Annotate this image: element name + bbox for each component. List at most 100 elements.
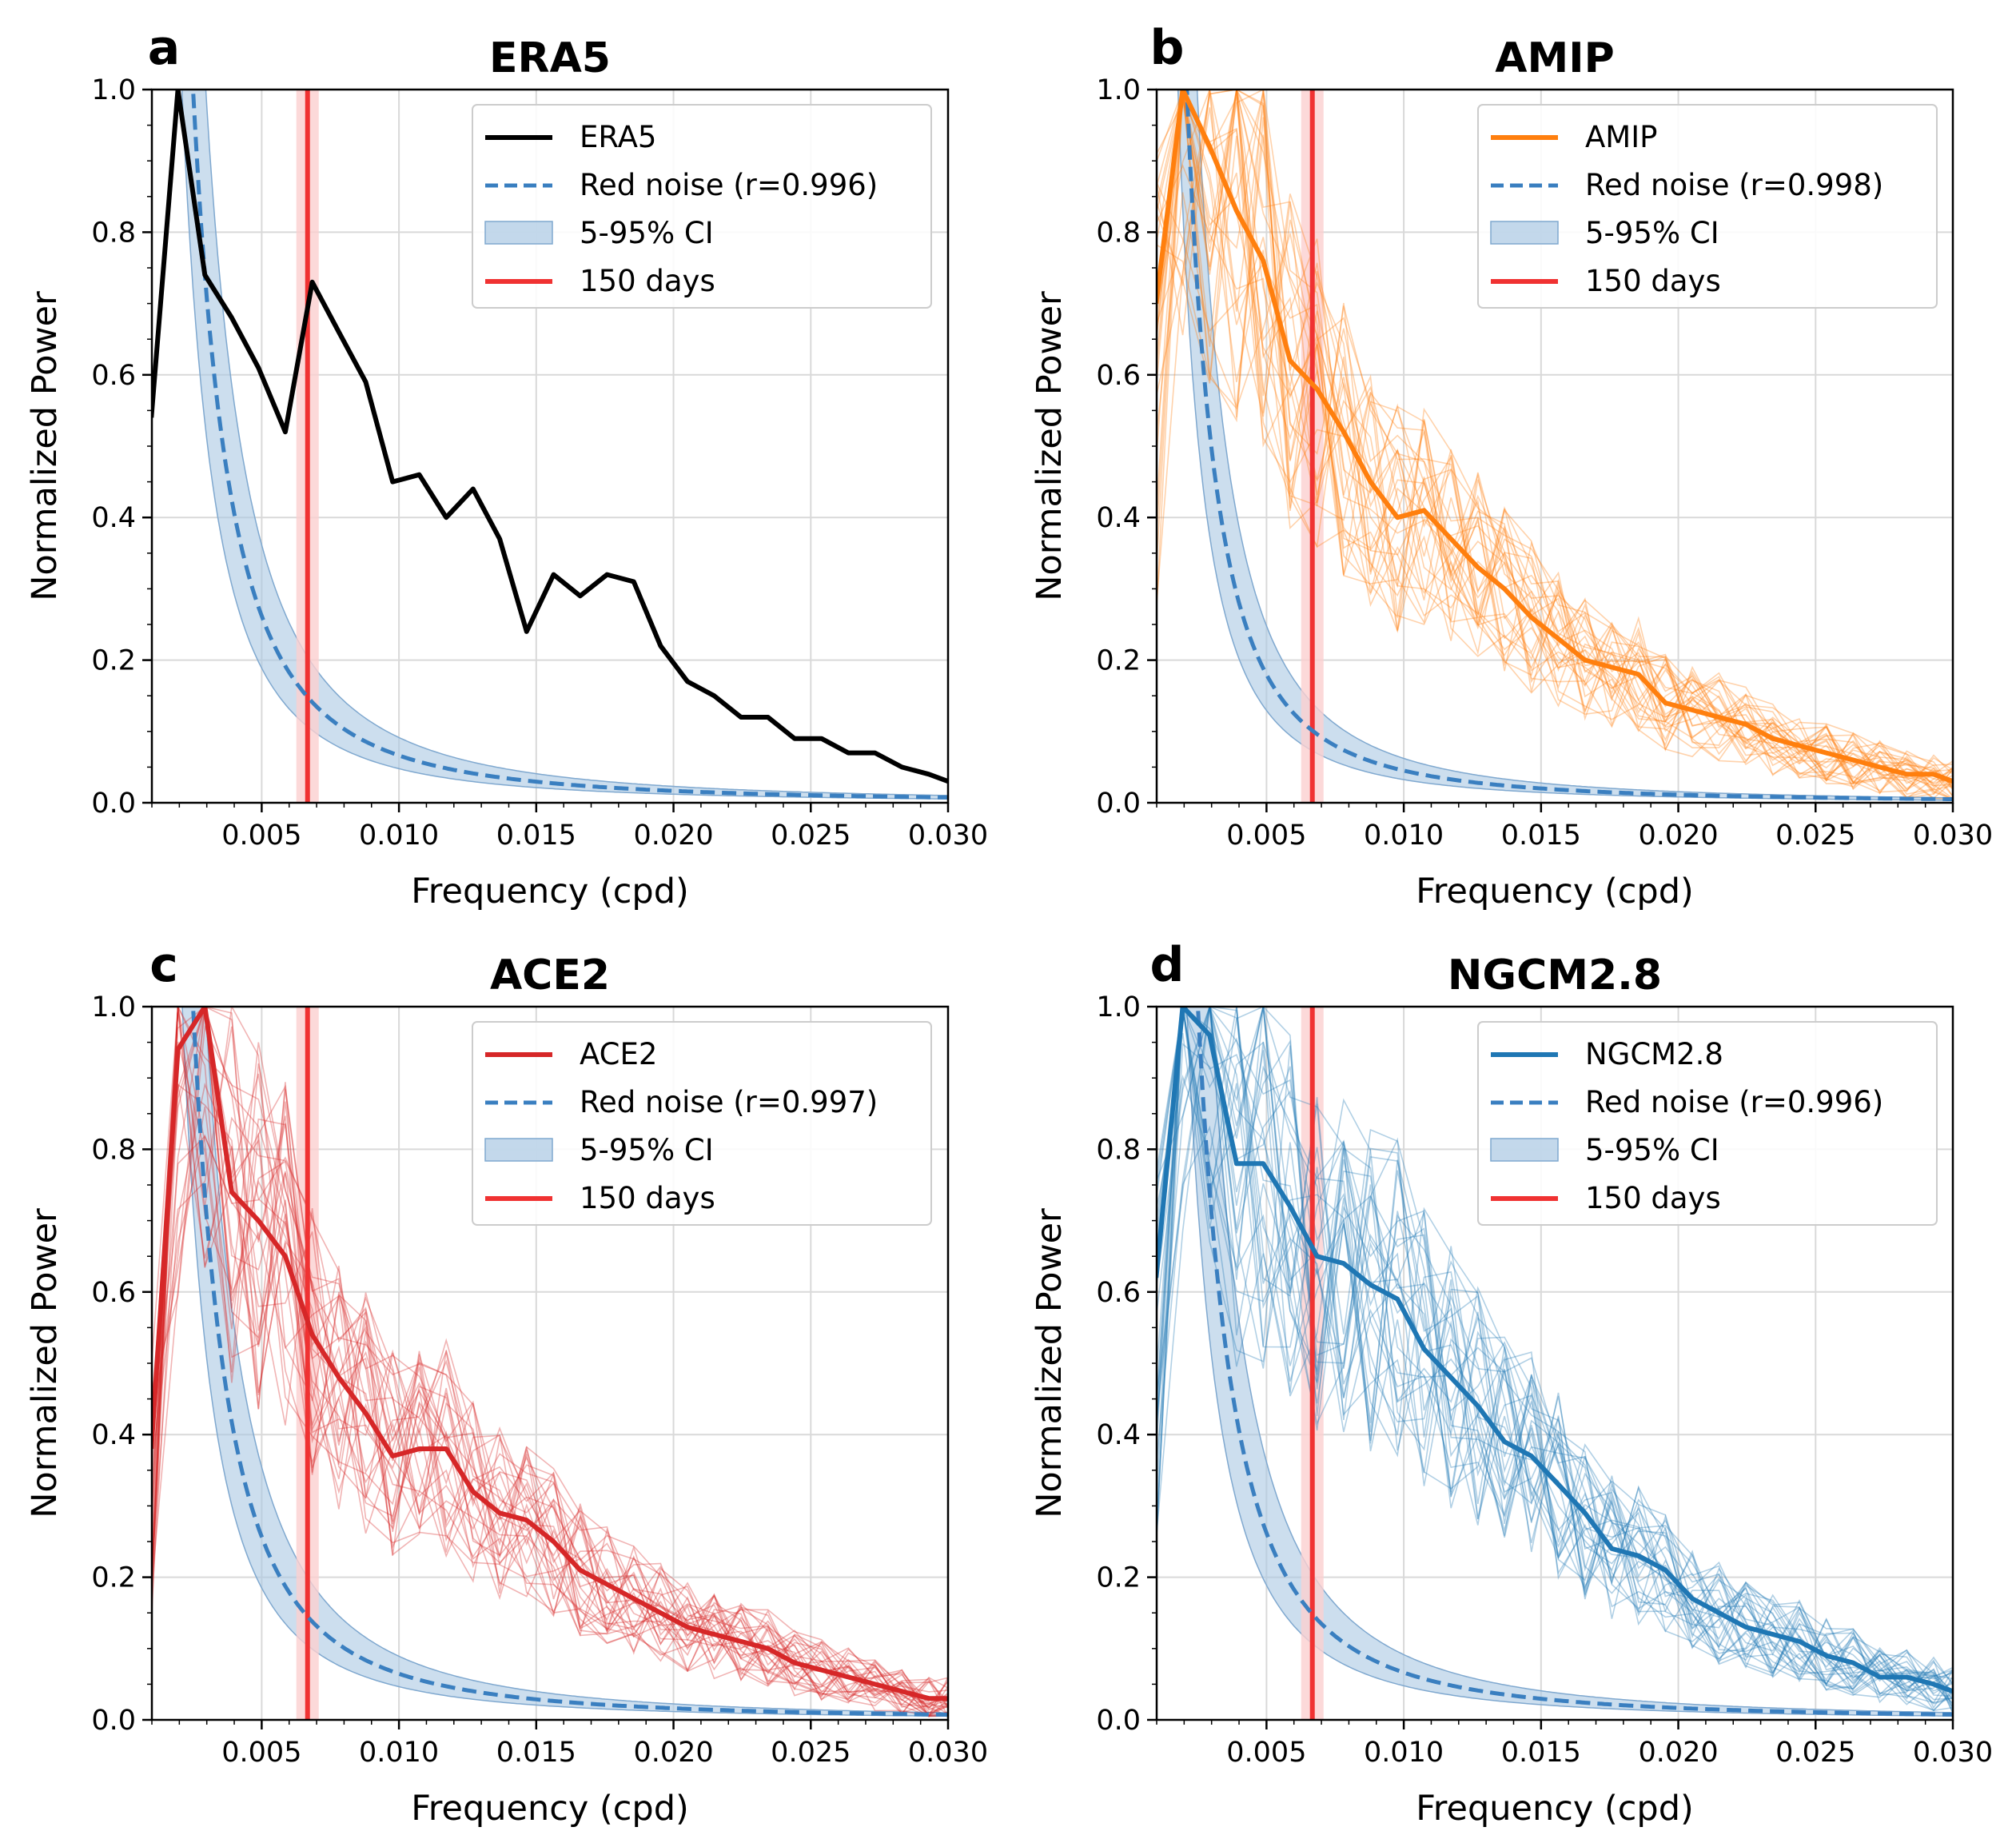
ensemble-member-line [152,1007,948,1714]
y-tick-label: 0.2 [91,1562,136,1594]
x-axis-label: Frequency (cpd) [1416,1789,1694,1829]
panel-letter: c [149,937,178,993]
legend-entry: 5-95% CI [1585,216,1719,250]
ensemble-member-line [152,1134,948,1705]
ensemble-member-line [1157,90,1953,800]
red-noise-line [190,90,948,800]
ensemble-member-line [1157,1007,1953,1711]
y-tick-label: 0.0 [91,1705,136,1737]
legend-entry: 5-95% CI [1585,1133,1719,1167]
panel-title: NGCM2.8 [1448,951,1662,999]
ensemble-member-line [152,1007,948,1717]
x-tick-label: 0.030 [908,820,988,852]
y-tick-label: 0.4 [1096,502,1141,534]
ensemble-member-line [1157,1007,1953,1695]
x-tick-label: 0.025 [771,1737,851,1769]
legend-handle-ci [1490,221,1559,245]
x-tick-label: 0.010 [359,1737,439,1769]
x-tick-label: 0.015 [496,1737,576,1769]
ensemble-member-line [1157,90,1953,785]
ensemble-member-line [1157,90,1953,780]
ensemble-member-line [1157,1007,1953,1678]
y-tick-label: 1.0 [1096,991,1141,1023]
y-axis-label: Normalized Power [25,291,65,601]
panel-title: AMIP [1495,34,1614,82]
legend-box [1477,104,1938,309]
plot-area [1157,90,1953,803]
x-tick-label: 0.025 [1775,1737,1855,1769]
ensemble-member-line [152,1007,948,1717]
x-tick-label: 0.005 [221,820,301,852]
legend-box [1477,1021,1938,1226]
legend: NGCM2.8 Red noise (r=0.996) 5-95% CI 150 da… [1477,1021,1938,1226]
ensemble-member-line [1157,1007,1953,1697]
ensemble-member-line [1157,90,1953,779]
legend-entry: ACE2 [580,1037,657,1071]
ci-band [1177,90,1953,801]
ensemble-member-line [1157,1007,1953,1704]
legend: ERA5 Red noise (r=0.996) 5-95% CI 150 days [472,104,932,309]
series-line-ace2 [152,1007,948,1701]
y-tick-label: 0.4 [91,502,136,534]
ensemble-member-line [152,1007,948,1711]
ensemble-member-line [1157,1007,1953,1693]
ensemble-member-line [1157,1007,1953,1704]
ensemble-member-line [1157,90,1953,800]
ensemble-member-line [152,1007,948,1705]
plot-area [152,90,948,803]
legend-entry: 5-95% CI [580,1133,714,1167]
ensemble-member-line [152,1007,948,1705]
x-tick-label: 0.020 [1638,820,1718,852]
x-tick-label: 0.015 [1501,1737,1581,1769]
y-axis-label: Normalized Power [25,1208,65,1518]
panel-letter: a [148,20,181,76]
panel-title: ACE2 [490,951,610,999]
x-tick-label: 0.025 [771,820,851,852]
y-tick-label: 1.0 [1096,74,1141,106]
ensemble-member-line [1157,1032,1953,1701]
series-line-ngcm2.8 [1157,1007,1953,1694]
ensemble-member-line [1157,90,1953,796]
ci-band [181,90,948,800]
ensemble-member-line [1157,135,1953,800]
ensemble-member-line [1157,90,1953,797]
ensemble-member-line [1157,90,1953,784]
panel-a: 0.005 0.010 0.015 0.020 0.025 0.030 0.0 0.2 0.4 0… [25,20,988,912]
panel-title: ERA5 [489,34,611,82]
panel-d: 0.005 0.010 0.015 0.020 0.025 0.030 0.0 0.2 0.4 0… [1030,937,1993,1829]
ensemble-member-line [1157,1007,1953,1697]
x-axis-label: Frequency (cpd) [1416,872,1694,912]
x-tick-label: 0.010 [1364,820,1444,852]
legend-entry: 150 days [1585,264,1721,298]
ensemble-member-line [1157,90,1953,788]
ensemble-member-line [152,1083,948,1709]
x-tick-label: 0.030 [908,1737,988,1769]
ensemble-member-line [1157,164,1953,800]
ensemble-member-line [1157,1007,1953,1697]
y-tick-label: 0.4 [1096,1419,1141,1451]
ensemble-member-line [152,1007,948,1717]
ensemble-member-line [1157,1007,1953,1705]
y-axis-label: Normalized Power [1030,291,1070,601]
ensemble-member-line [1157,1007,1953,1709]
y-tick-label: 0.0 [1096,1705,1141,1737]
ensemble-member-line [152,1007,948,1710]
ensemble-member-line [152,1007,948,1714]
ensemble-member-line [1157,1007,1953,1701]
red-noise-line [1185,90,1953,801]
x-tick-label: 0.030 [1913,1737,1993,1769]
ensemble-member-line [1157,1007,1953,1711]
legend-entry: Red noise (r=0.997) [580,1085,878,1119]
ensemble-member-line [1157,90,1953,800]
legend-entry: 150 days [1585,1181,1721,1215]
legend-handle-ci [484,221,553,245]
y-tick-label: 0.2 [1096,645,1141,677]
ensemble-member-line [1157,90,1953,784]
y-tick-label: 0.6 [91,1277,136,1309]
ensemble-member-line [1157,1007,1953,1700]
x-tick-label: 0.010 [1364,1737,1444,1769]
ensemble-member-line [1157,1007,1953,1708]
y-tick-label: 0.2 [91,645,136,677]
ensemble-member-line [1157,1007,1953,1692]
red-noise-line [190,1007,948,1717]
